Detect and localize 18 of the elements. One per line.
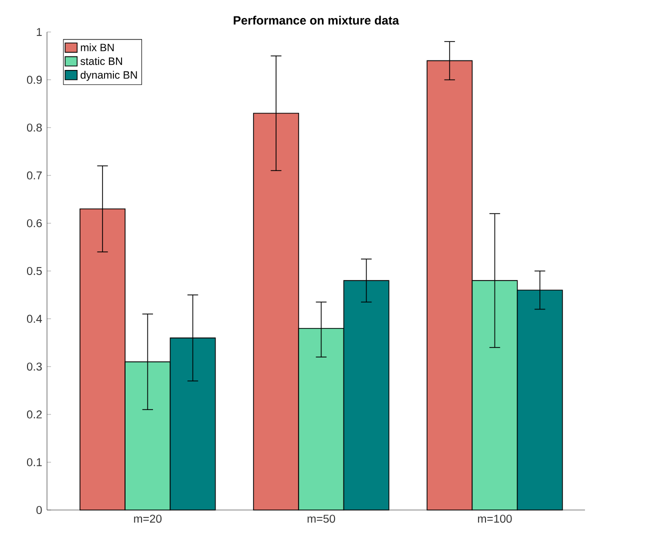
chart-title: Performance on mixture data	[234, 16, 400, 25]
y-tick-label: 0.3	[26, 362, 42, 371]
y-tick-label: 0.8	[26, 124, 42, 132]
y-tick-label: 0.4	[26, 314, 42, 323]
y-tick-label: 1	[36, 28, 42, 36]
y-tick-label: 0.1	[26, 458, 42, 466]
x-tick-label: m=20	[134, 514, 162, 523]
y-tick-label: 0.2	[26, 410, 42, 418]
legend-label: static BN	[80, 57, 122, 65]
legend-label: dynamic BN	[80, 70, 137, 81]
y-tick-label: 0.6	[26, 219, 42, 228]
y-tick-label: 0.7	[26, 171, 42, 180]
y-tick-label: 0.5	[26, 266, 42, 276]
legend-label: mix BN	[80, 43, 114, 52]
y-tick-label: 0	[36, 506, 42, 514]
x-tick-label: m=50	[308, 514, 336, 523]
y-tick-label: 0.9	[26, 76, 42, 84]
x-tick-label: m=100	[478, 514, 512, 523]
